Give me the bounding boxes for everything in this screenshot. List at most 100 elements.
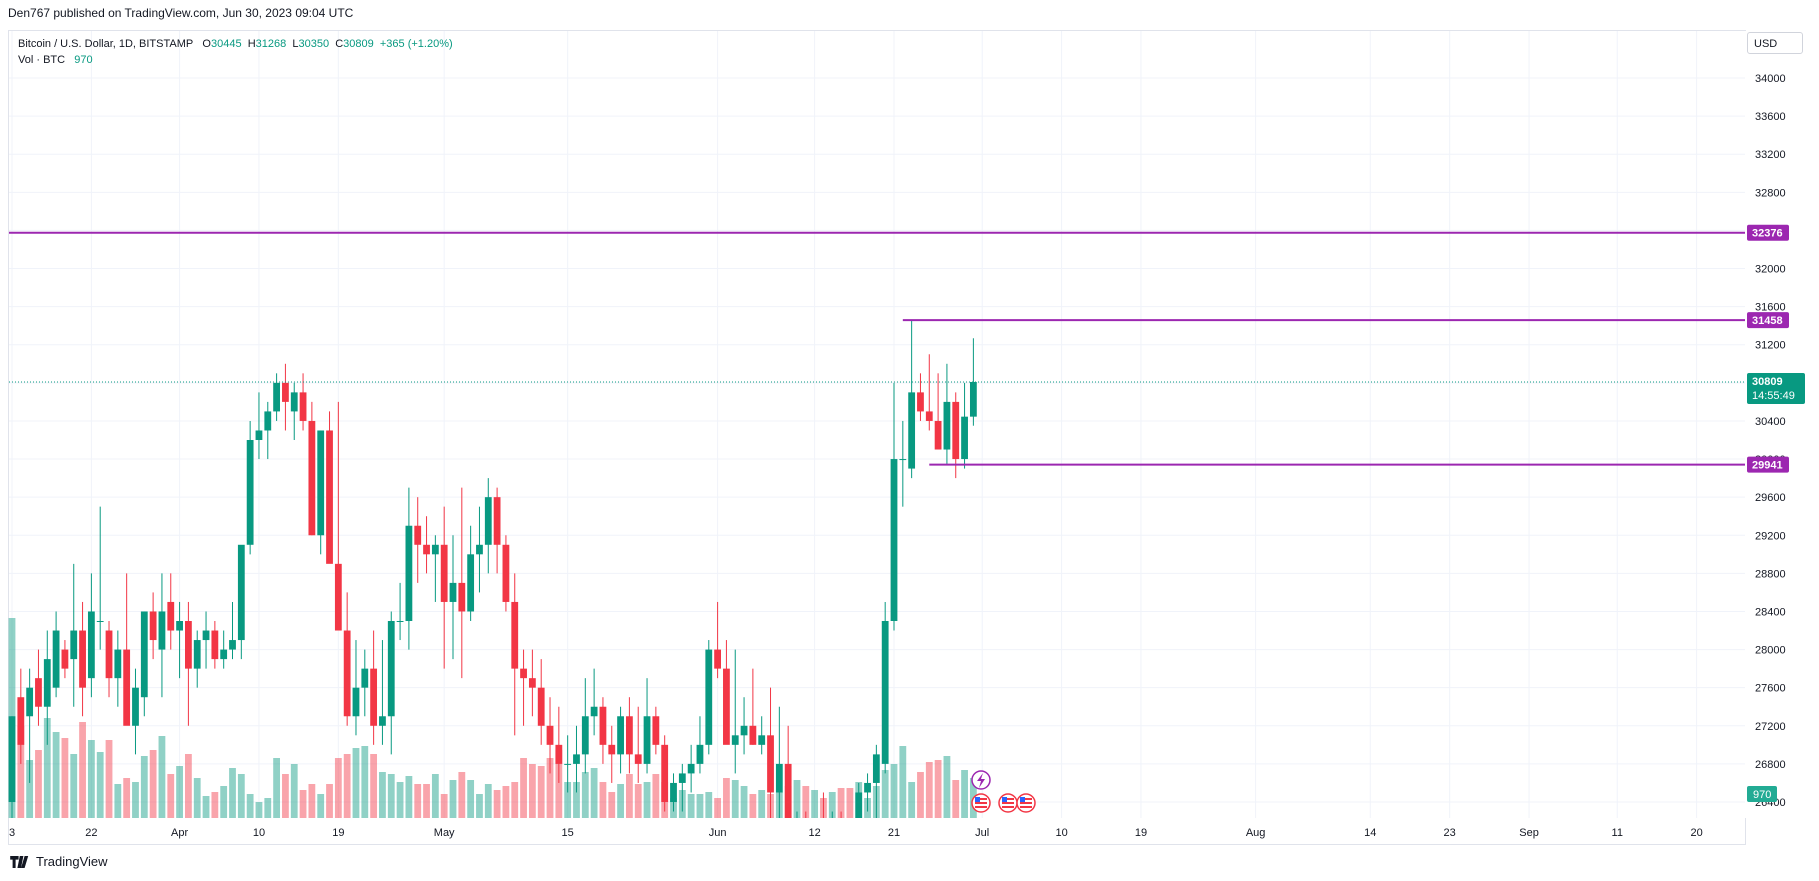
volume-bar — [185, 754, 192, 818]
candle-body — [8, 716, 16, 802]
candle-body — [908, 392, 916, 469]
volume-bar — [308, 784, 316, 818]
volume-bar — [908, 782, 916, 818]
tradingview-brand: TradingView — [36, 854, 108, 869]
volume-bar — [484, 784, 492, 818]
volume-bar — [881, 770, 889, 818]
candle-body — [61, 649, 69, 669]
volume-bar — [555, 750, 563, 818]
volume-bar — [326, 784, 333, 818]
volume-bar — [431, 774, 439, 818]
volume-bar — [105, 740, 113, 818]
tradingview-footer[interactable]: TradingView — [10, 854, 108, 869]
candle-body — [334, 563, 342, 631]
candle-body — [370, 668, 378, 726]
candle-body — [670, 782, 677, 802]
volume-bar — [405, 776, 413, 818]
volume-bar — [511, 782, 519, 818]
candle-body — [626, 716, 633, 755]
volume-bar — [696, 794, 704, 818]
price-tick-label: 31600 — [1755, 302, 1786, 314]
candle-body — [528, 678, 536, 688]
candle-body — [714, 649, 721, 669]
time-tick-label: 15 — [562, 827, 574, 839]
volume-label[interactable]: Vol · BTC — [18, 54, 66, 66]
candlestick-series — [8, 320, 977, 818]
candle-body — [581, 716, 589, 755]
horizontal-levels — [9, 231, 1745, 466]
candle-body — [167, 601, 175, 631]
candle-body — [696, 744, 704, 764]
candle-body — [643, 716, 651, 764]
candle-body — [590, 706, 598, 717]
volume-bar — [952, 780, 960, 818]
symbol-title[interactable]: Bitcoin / U.S. Dollar, 1D, BITSTAMP — [18, 38, 194, 50]
us-flag-icon — [998, 793, 1018, 813]
volume-bar — [440, 794, 448, 818]
candle-body — [140, 611, 148, 698]
candle-body — [969, 381, 977, 417]
volume-bar — [43, 718, 51, 818]
candle-body — [661, 744, 669, 802]
candle-body — [899, 459, 907, 461]
candle-body — [193, 640, 201, 669]
price-tick-label: 27600 — [1755, 683, 1786, 695]
candle-body — [70, 630, 78, 660]
candle-body — [87, 611, 95, 679]
candle-body — [176, 621, 183, 631]
volume-bar — [493, 790, 501, 818]
price-tick-label: 33200 — [1755, 149, 1786, 161]
price-tick-label: 29600 — [1755, 492, 1786, 504]
candle-body — [705, 649, 713, 745]
volume-bar — [476, 794, 483, 818]
time-tick-label: 12 — [808, 827, 820, 839]
candle-body — [890, 459, 898, 621]
currency-selector[interactable]: USD — [1747, 32, 1803, 54]
candle-body — [934, 420, 942, 450]
candle-body — [343, 630, 351, 717]
price-tick-label: 26800 — [1755, 759, 1786, 771]
volume-bar — [934, 760, 942, 818]
volume-bar — [961, 770, 968, 818]
volume-bar — [387, 774, 395, 818]
time-tick-label: Apr — [171, 827, 188, 839]
candle-body — [414, 525, 422, 545]
open-value: 30445 — [210, 38, 242, 50]
volume-bar — [731, 780, 739, 818]
volume-bar — [202, 796, 210, 818]
candle-body — [872, 754, 880, 783]
candle-body — [678, 773, 686, 783]
candle-body — [379, 716, 386, 726]
change-value: +365 (+1.20%) — [379, 38, 453, 50]
ohlc-row: Bitcoin / U.S. Dollar, 1D, BITSTAMP O304… — [18, 36, 453, 52]
volume-bar — [282, 774, 289, 818]
volume-bar — [26, 760, 34, 818]
candle-body — [17, 697, 25, 745]
time-tick-label: Sep — [1519, 827, 1539, 839]
high-value: 31268 — [255, 38, 287, 50]
candle-body — [35, 678, 42, 707]
volume-bar — [837, 788, 845, 818]
last-price-label: 30809 — [1752, 376, 1783, 388]
candle-body — [617, 716, 624, 755]
candle-body — [775, 763, 783, 793]
volume-bar — [626, 774, 633, 818]
volume-bar — [361, 746, 369, 818]
candle-body — [608, 744, 616, 755]
price-tick-label: 28800 — [1755, 568, 1786, 580]
candle-body — [43, 659, 51, 707]
volume-bar — [273, 758, 280, 818]
volume-bar — [17, 726, 25, 818]
close-key: C — [335, 38, 344, 50]
candle-body — [264, 411, 272, 431]
candle-body — [431, 544, 439, 555]
price-tick-label: 33600 — [1755, 111, 1786, 123]
volume-bar — [749, 794, 757, 818]
candle-body — [352, 687, 360, 717]
candle-body — [458, 582, 466, 612]
volume-bar — [193, 778, 201, 818]
volume-bar — [758, 790, 766, 818]
candle-body — [299, 392, 307, 421]
candle-body — [361, 668, 369, 688]
